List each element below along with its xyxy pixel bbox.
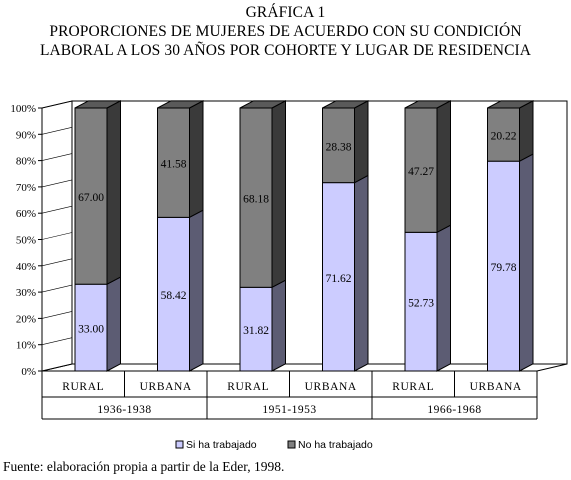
y-tick-label: 70% xyxy=(16,182,36,194)
chart-title-line-1: GRÁFICA 1 xyxy=(245,4,326,21)
bar-segment xyxy=(487,160,520,372)
data-label: 31.82 xyxy=(243,325,269,337)
y-depth-line xyxy=(41,363,73,372)
data-label: 79.78 xyxy=(491,262,517,274)
category-label: RURAL xyxy=(392,381,434,393)
y-tick-label: 10% xyxy=(16,340,36,352)
bar-segment-side xyxy=(271,279,286,372)
bar-segment xyxy=(74,107,108,285)
y-tick-label: 20% xyxy=(16,313,36,325)
legend-swatch xyxy=(175,440,184,449)
data-label: 67.00 xyxy=(78,192,104,204)
y-tick-label: 80% xyxy=(16,156,36,168)
y-tick-label: 30% xyxy=(16,287,36,299)
data-label: 33.00 xyxy=(78,324,104,336)
bar-segment-side xyxy=(519,153,534,372)
y-depth-line xyxy=(41,153,73,161)
bar-segment-side xyxy=(189,100,204,219)
y-depth-line xyxy=(41,337,73,345)
bar-segment-side xyxy=(436,100,451,234)
chart-title-line-3: LABORAL A LOS 30 AÑOS POR COHORTE Y LUGA… xyxy=(39,42,532,59)
bar-segment-side xyxy=(189,209,204,372)
y-depth-line xyxy=(41,179,73,188)
y-depth-line xyxy=(41,100,73,109)
legend-label: Si ha trabajado xyxy=(186,439,257,451)
y-tick-label: 50% xyxy=(16,235,36,247)
bar-top xyxy=(322,100,369,109)
cohort-label: 1951-1953 xyxy=(262,404,316,416)
data-label: 47.27 xyxy=(408,166,434,178)
data-label: 28.38 xyxy=(326,141,352,153)
y-depth-line xyxy=(41,311,73,319)
y-depth-line xyxy=(41,205,73,214)
bar-segment-side xyxy=(106,100,121,286)
data-label: 52.73 xyxy=(408,298,434,310)
data-label: 41.58 xyxy=(161,159,187,171)
bar-segment xyxy=(157,107,190,218)
bar-segment-side xyxy=(519,100,534,163)
y-depth-line xyxy=(41,232,73,240)
category-label: RURAL xyxy=(227,381,269,393)
y-tick-label: 40% xyxy=(16,261,36,273)
bar-top xyxy=(404,100,451,109)
y-tick-label: 60% xyxy=(16,208,36,220)
bar-segment-side xyxy=(271,100,286,289)
data-label: 58.42 xyxy=(161,290,187,302)
bar-segment xyxy=(239,107,273,288)
source-note: Fuente: elaboración propia a partir de l… xyxy=(3,459,285,474)
cohort-label: 1966-1968 xyxy=(427,404,481,416)
y-depth-line xyxy=(41,127,73,135)
bar-segment xyxy=(239,286,273,372)
data-label: 68.18 xyxy=(243,194,269,206)
bar-top xyxy=(239,100,286,109)
bar-segment xyxy=(487,107,520,162)
bar-segment-side xyxy=(106,276,121,372)
y-depth-line xyxy=(41,258,73,267)
bar-segment xyxy=(404,107,438,233)
bar-segment-side xyxy=(436,224,451,372)
data-label: 20.22 xyxy=(491,131,517,143)
y-depth-line xyxy=(41,284,73,293)
bar-segment-side xyxy=(354,100,369,184)
category-label: URBANA xyxy=(305,381,357,393)
bar-segment xyxy=(157,216,190,372)
category-label: RURAL xyxy=(62,381,104,393)
category-label: URBANA xyxy=(140,381,192,393)
bar-top xyxy=(157,100,204,109)
data-label: 71.62 xyxy=(326,273,352,285)
y-tick-label: 0% xyxy=(21,366,36,378)
chart-title-line-2: PROPORCIONES DE MUJERES DE ACUERDO CON S… xyxy=(49,23,522,40)
y-tick-label: 100% xyxy=(10,103,36,115)
bar-top xyxy=(487,100,534,109)
legend-swatch xyxy=(287,440,296,449)
legend-label: No ha trabajado xyxy=(298,439,373,451)
bar-segment-side xyxy=(354,174,369,372)
cohort-label: 1936-1938 xyxy=(97,404,151,416)
bar-top xyxy=(74,100,121,109)
y-tick-label: 90% xyxy=(16,129,36,141)
category-label: URBANA xyxy=(470,381,522,393)
